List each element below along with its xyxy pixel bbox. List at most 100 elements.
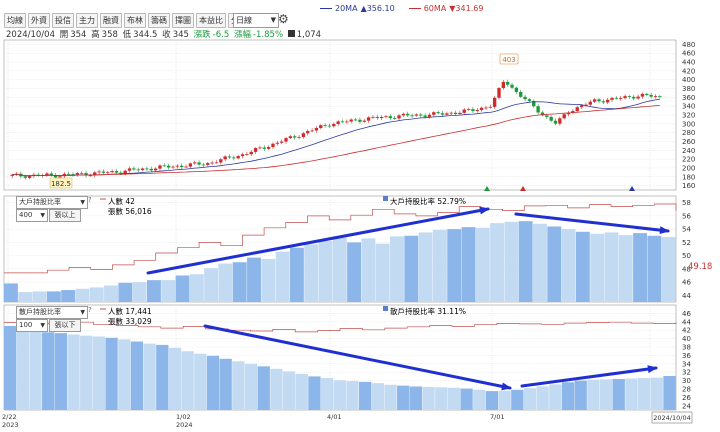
big-bar bbox=[347, 242, 362, 302]
candle-body bbox=[627, 96, 632, 97]
period-select[interactable]: 日線 ▼ bbox=[233, 13, 279, 28]
candle-body bbox=[636, 96, 640, 99]
candle-body bbox=[506, 81, 510, 85]
candle-body bbox=[406, 113, 410, 116]
retail-bar bbox=[16, 328, 29, 410]
big-bar bbox=[146, 280, 161, 302]
candle-body bbox=[45, 173, 49, 176]
x-tick-label: 2023 bbox=[2, 421, 19, 429]
candle-body bbox=[314, 127, 319, 131]
candle-body bbox=[519, 91, 523, 97]
ma-legend: 20MA ▲356.10 60MA ▼341.69 bbox=[320, 4, 483, 13]
retail-bar bbox=[257, 366, 270, 410]
candle-body bbox=[180, 165, 184, 168]
price-tick-label: 160 bbox=[682, 182, 695, 190]
trend-arrow-up-retail bbox=[520, 366, 658, 388]
big-bar bbox=[633, 233, 648, 302]
candle-body bbox=[553, 120, 558, 124]
candle-body bbox=[279, 141, 284, 143]
high-price-label: 403 bbox=[502, 56, 515, 64]
tab-8[interactable]: 本益比 bbox=[196, 13, 226, 28]
candle-body bbox=[501, 81, 506, 89]
gear-icon[interactable]: ⚙ bbox=[278, 12, 289, 26]
big-bar bbox=[75, 288, 90, 302]
retail-tick-label: 42 bbox=[682, 327, 691, 335]
trend-arrow-down-retail-head bbox=[501, 382, 512, 391]
tab-2[interactable]: 投信 bbox=[52, 13, 74, 28]
candle-body bbox=[132, 168, 136, 170]
x-tick-label: 4/01 bbox=[327, 413, 342, 421]
big-bar bbox=[504, 221, 519, 302]
volume-value: 1,074 bbox=[296, 30, 322, 40]
candle-body bbox=[197, 162, 201, 165]
volume-icon bbox=[287, 30, 295, 37]
big-bar bbox=[547, 226, 562, 302]
low-price-label: 182.5 bbox=[51, 180, 71, 188]
retail-threshold-select[interactable]: 100 ▼ bbox=[16, 319, 48, 332]
close-label: 收 bbox=[162, 30, 171, 40]
retail-bar bbox=[637, 378, 651, 410]
candle-body bbox=[536, 106, 540, 113]
tab-4[interactable]: 融資 bbox=[100, 13, 122, 28]
candle-body bbox=[640, 93, 645, 97]
candle-body bbox=[471, 109, 475, 112]
candle-body bbox=[440, 113, 445, 115]
retail-bar bbox=[4, 326, 17, 410]
candle-body bbox=[327, 125, 332, 127]
big-shares-label: 張數 56,016 bbox=[108, 207, 152, 216]
candle-body bbox=[75, 173, 80, 175]
retail-bar bbox=[409, 386, 423, 410]
big-holder-select[interactable]: 大戶持股比率 ▼ bbox=[16, 196, 88, 209]
candle-body bbox=[340, 121, 345, 123]
retail-bar bbox=[206, 355, 220, 410]
price-tick-label: 360 bbox=[682, 94, 695, 102]
candle-body bbox=[453, 112, 458, 114]
ma-legend-item-0: 20MA ▲356.10 bbox=[320, 4, 395, 13]
candle-body bbox=[397, 115, 401, 119]
big-bar bbox=[461, 227, 476, 302]
price-tick-label: 300 bbox=[682, 120, 695, 128]
retail-threshold-value: 100 bbox=[19, 321, 33, 329]
retail-bar bbox=[181, 351, 194, 410]
candle-body bbox=[575, 107, 579, 112]
retail-bar bbox=[244, 363, 258, 410]
candle-body bbox=[245, 154, 249, 156]
retail-tick-label: 46 bbox=[682, 310, 691, 318]
candle-body bbox=[84, 173, 88, 176]
retail-bar bbox=[371, 383, 384, 410]
tab-0[interactable]: 均線 bbox=[4, 13, 26, 28]
big-ratio-right-tag: 49.18 bbox=[688, 262, 713, 272]
help-icon[interactable]: ? bbox=[88, 306, 92, 314]
candle-body bbox=[371, 116, 375, 118]
retail-holder-select-value: 散戶持股比率 bbox=[19, 308, 61, 316]
retail-bar bbox=[625, 378, 638, 410]
candle-body bbox=[649, 94, 653, 97]
tab-6[interactable]: 籌碼 bbox=[148, 13, 170, 28]
retail-bar bbox=[663, 375, 676, 410]
candle-body bbox=[458, 112, 462, 114]
tab-5[interactable]: 布林 bbox=[124, 13, 146, 28]
tab-3[interactable]: 主力 bbox=[76, 13, 98, 28]
help-icon[interactable]: ? bbox=[88, 196, 92, 204]
retail-holder-select[interactable]: 散戶持股比率 ▼ bbox=[16, 306, 88, 319]
candle-body bbox=[427, 114, 432, 117]
signal-marker-icon bbox=[520, 186, 526, 191]
retail-bar bbox=[650, 377, 663, 410]
big-bar bbox=[561, 229, 576, 302]
big-threshold-select[interactable]: 400 ▼ bbox=[16, 209, 48, 222]
candle-body bbox=[353, 119, 358, 121]
tab-1[interactable]: 外資 bbox=[28, 13, 50, 28]
big-bar bbox=[332, 237, 347, 302]
price-tick-label: 440 bbox=[682, 59, 695, 67]
big-bar bbox=[404, 235, 419, 302]
big-bar bbox=[161, 280, 176, 302]
tab-7[interactable]: 擇圖 bbox=[172, 13, 194, 28]
open-label: 開 bbox=[59, 30, 69, 40]
big-bar bbox=[475, 227, 490, 302]
price-tick-label: 460 bbox=[682, 50, 695, 58]
candle-body bbox=[67, 173, 71, 175]
big-bar bbox=[4, 283, 18, 302]
big-bar bbox=[247, 257, 261, 302]
candle-body bbox=[449, 112, 453, 114]
big-bar bbox=[575, 231, 590, 302]
